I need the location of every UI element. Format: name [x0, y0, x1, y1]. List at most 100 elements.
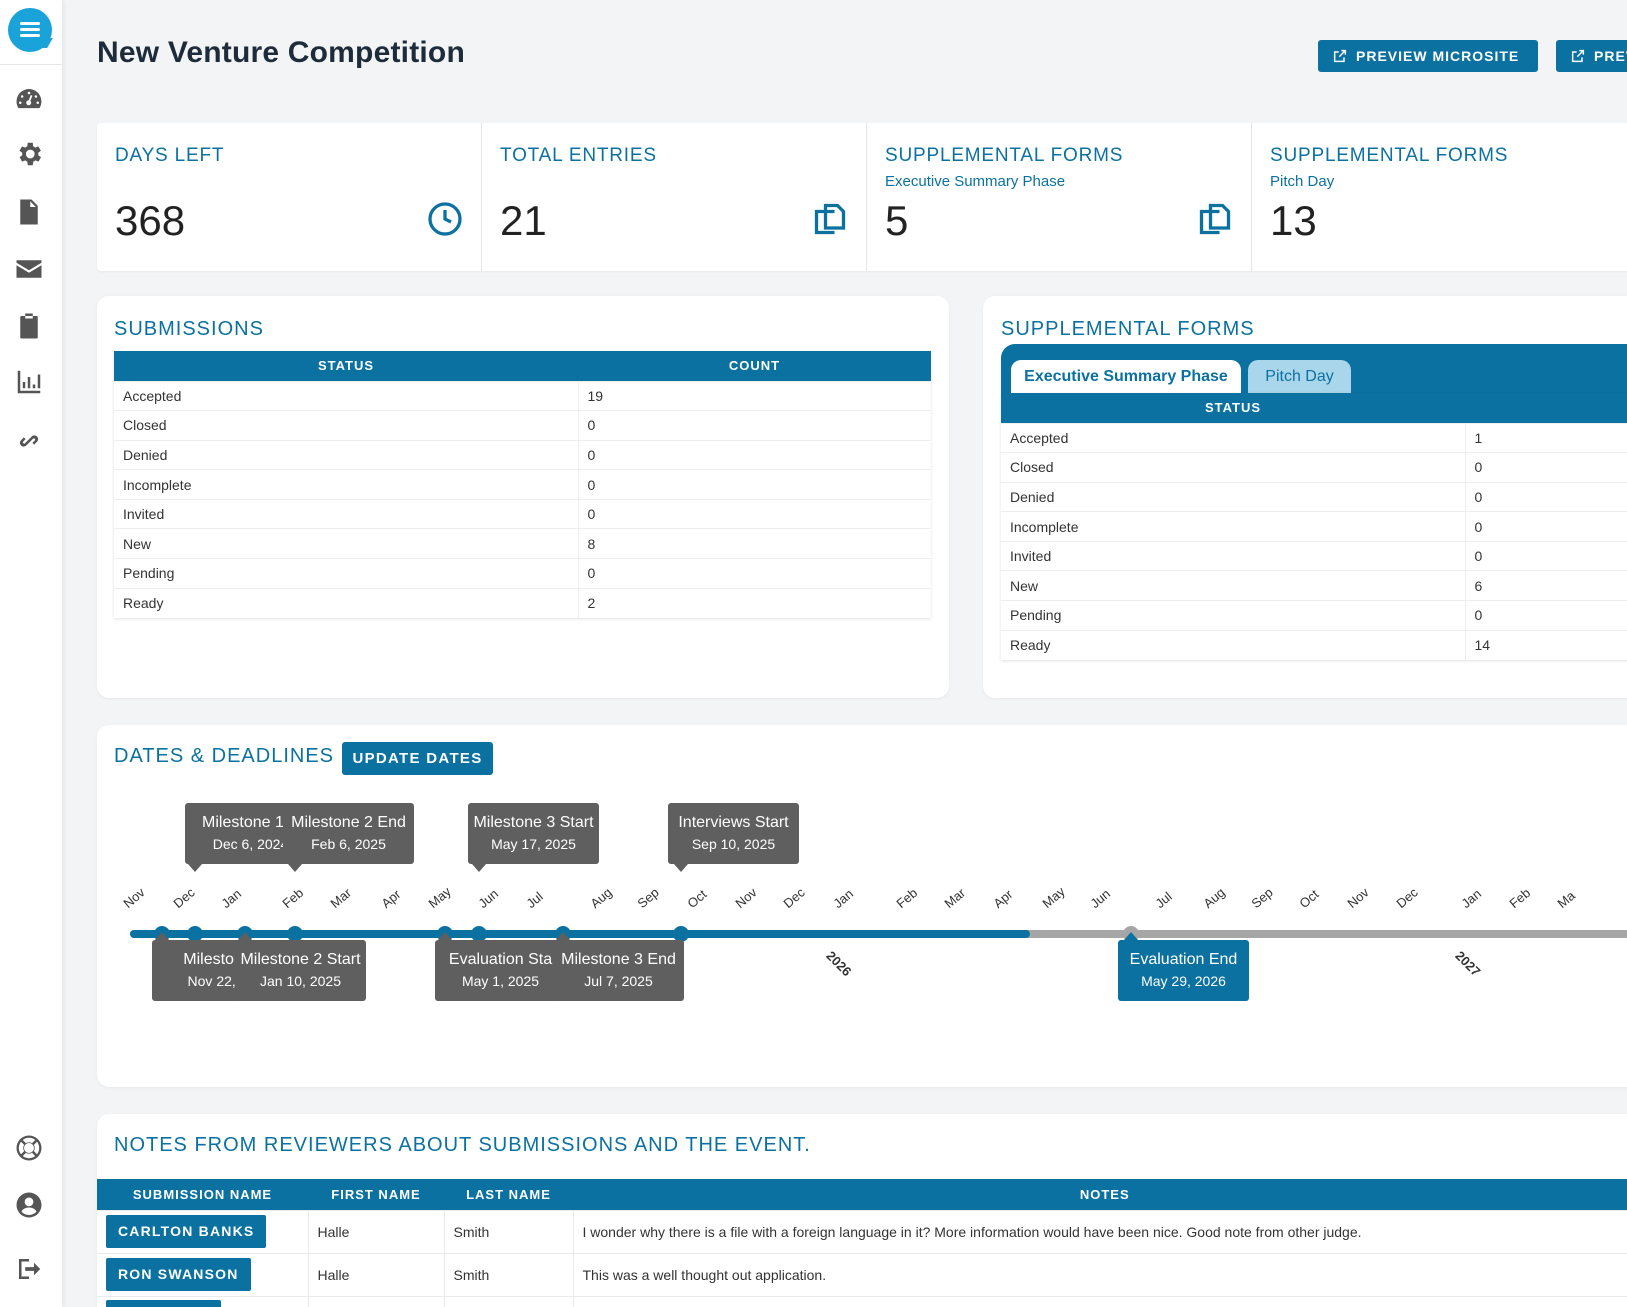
mail-icon[interactable] [12, 252, 46, 286]
settings-gear-icon[interactable] [12, 137, 46, 171]
milestone-date: Sep 10, 2025 [691, 836, 776, 852]
timeline-month-label: Aug [587, 884, 615, 911]
last-name-cell [444, 1295, 574, 1307]
timeline-month-label: Feb [279, 885, 307, 911]
tab-executive-summary-phase[interactable]: Executive Summary Phase [1011, 360, 1241, 394]
submission-name-button[interactable] [106, 1299, 221, 1307]
tooltip-arrow [674, 864, 688, 872]
user-account-icon[interactable] [12, 1188, 46, 1222]
copy-icon [1197, 201, 1233, 237]
stat-value: 21 [500, 197, 547, 244]
clipboard-icon[interactable] [12, 309, 46, 343]
timeline-month-label: Aug [1200, 884, 1228, 911]
status-cell: Closed [1001, 452, 1465, 483]
stat-label: SUPPLEMENTAL FORMS [885, 145, 1124, 166]
column-header-count[interactable]: C [1465, 393, 1627, 423]
timeline[interactable]: Nov Dec Jan Feb Mar Apr May Jun Jul Aug Sep Oct Nov D… [97, 800, 1627, 1070]
column-header-submission-name[interactable]: SUBMISSION NAME [97, 1179, 308, 1210]
stat-value: 5 [885, 197, 909, 244]
milestone-date: Dec 6, 2024 [212, 836, 289, 852]
table-row: Invited 0 [1001, 540, 1627, 571]
timeline-month-label: Apr [378, 886, 404, 911]
count-cell: 0 [1464, 600, 1627, 631]
status-cell: New [1001, 570, 1465, 601]
column-header-status[interactable]: STATUS [114, 351, 578, 381]
table-row: CARLTON BANKS Halle Smith I wonder why ther… [97, 1209, 1627, 1253]
status-cell: Accepted [1001, 422, 1465, 453]
table-row: New 8 [114, 528, 931, 559]
preview-button[interactable]: PREVIEW [1556, 40, 1627, 72]
stats-row: DAYS LEFT 368 TOTAL ENTRIES 21 SUPPLEMEN… [97, 123, 1627, 271]
table-row: Accepted 19 [114, 380, 931, 411]
table-row: Denied 0 [114, 439, 931, 470]
external-link-icon [1333, 49, 1347, 63]
table-row: Accepted 1 [1001, 422, 1627, 453]
timeline-month-label: Mar [327, 885, 355, 911]
milestone-tooltip: Milestone 2 End Feb 6, 2025 [283, 803, 414, 864]
timeline-month-label: Oct [1296, 886, 1322, 911]
app-logo[interactable] [8, 8, 52, 52]
timeline-milestone-dot[interactable] [287, 926, 303, 942]
document-edit-icon[interactable] [12, 195, 46, 229]
last-name-cell: Smith [444, 1209, 574, 1253]
timeline-milestone-dot[interactable] [471, 926, 487, 942]
column-header-notes[interactable]: NOTES [573, 1179, 1627, 1210]
bar-chart-icon[interactable] [12, 365, 46, 399]
status-cell: Incomplete [1001, 511, 1465, 542]
tab-pitch-day[interactable]: Pitch Day [1248, 360, 1351, 394]
table-row: RON SWANSON Halle Smith This was a well tho… [97, 1252, 1627, 1296]
update-dates-button[interactable]: UPDATE DATES [342, 742, 493, 775]
milestone-tooltip: Interviews Start Sep 10, 2025 [668, 803, 799, 864]
preview-label: PREVIEW [1594, 48, 1627, 64]
timeline-month-label: Nov [120, 884, 148, 911]
timeline-milestone-dot[interactable] [187, 926, 203, 942]
status-cell: Pending [1001, 600, 1465, 631]
link-icon[interactable] [12, 424, 46, 458]
status-cell: Denied [114, 439, 578, 470]
timeline-month-label: May [425, 883, 454, 911]
table-row [97, 1295, 1627, 1307]
first-name-cell [308, 1295, 445, 1307]
column-header-first-name[interactable]: FIRST NAME [308, 1179, 444, 1210]
milestone-tooltip: Milestone 3 Start May 17, 2025 [468, 803, 599, 864]
submission-name-button[interactable]: CARLTON BANKS [106, 1215, 267, 1248]
milestone-title: Milestone 1 E [202, 814, 299, 831]
status-cell: Ready [1001, 629, 1465, 660]
stat-value: 368 [115, 197, 186, 244]
preview-microsite-button[interactable]: PREVIEW MICROSITE [1318, 40, 1538, 72]
submission-name-cell [97, 1295, 309, 1307]
first-name-cell: Halle [308, 1209, 445, 1253]
logout-icon[interactable] [12, 1252, 46, 1286]
dashboard-icon[interactable] [12, 82, 46, 116]
stat-value: 13 [1270, 197, 1317, 244]
column-header-count[interactable]: COUNT [578, 351, 931, 381]
milestone-title: Evaluation End [1129, 951, 1238, 968]
notes-cell: This was a well thought out application. [573, 1252, 1627, 1296]
column-header-status[interactable]: STATUS [1001, 393, 1465, 423]
column-header-last-name[interactable]: LAST NAME [444, 1179, 573, 1210]
milestone-date: Jul 7, 2025 [584, 973, 653, 989]
timeline-month-label: Mar [941, 885, 969, 911]
milestone-date: May 29, 2026 [1141, 973, 1226, 989]
count-cell: 0 [577, 558, 931, 589]
timeline-month-label: Sep [634, 884, 662, 911]
table-row: Pending 0 [1001, 600, 1627, 631]
submission-name-button[interactable]: RON SWANSON [106, 1258, 251, 1291]
milestone-title: Milestone 2 End [291, 814, 406, 831]
count-cell: 0 [1464, 511, 1627, 542]
milestone-date: Nov 22, 2 [187, 973, 248, 989]
sidebar [0, 0, 62, 1307]
submissions-title: SUBMISSIONS [114, 318, 264, 340]
tooltip-arrow [472, 864, 486, 872]
milestone-tooltip: Evaluation End May 29, 2026 [1118, 940, 1249, 1001]
supplemental-forms-panel: SUPPLEMENTAL FORMS Executive Summary Pha… [983, 296, 1627, 698]
help-lifebuoy-icon[interactable] [12, 1131, 46, 1165]
timeline-month-label: Apr [990, 886, 1016, 911]
timeline-milestone-dot[interactable] [673, 926, 689, 942]
count-cell: 0 [577, 498, 931, 529]
milestone-tooltip: Evaluation Sta May 1, 2025 [435, 940, 566, 1001]
milestone-title: Milestone 3 End [561, 951, 676, 968]
status-cell: Invited [114, 498, 578, 529]
timeline-month-label: Dec [1393, 884, 1421, 911]
count-cell: 14 [1464, 629, 1627, 660]
